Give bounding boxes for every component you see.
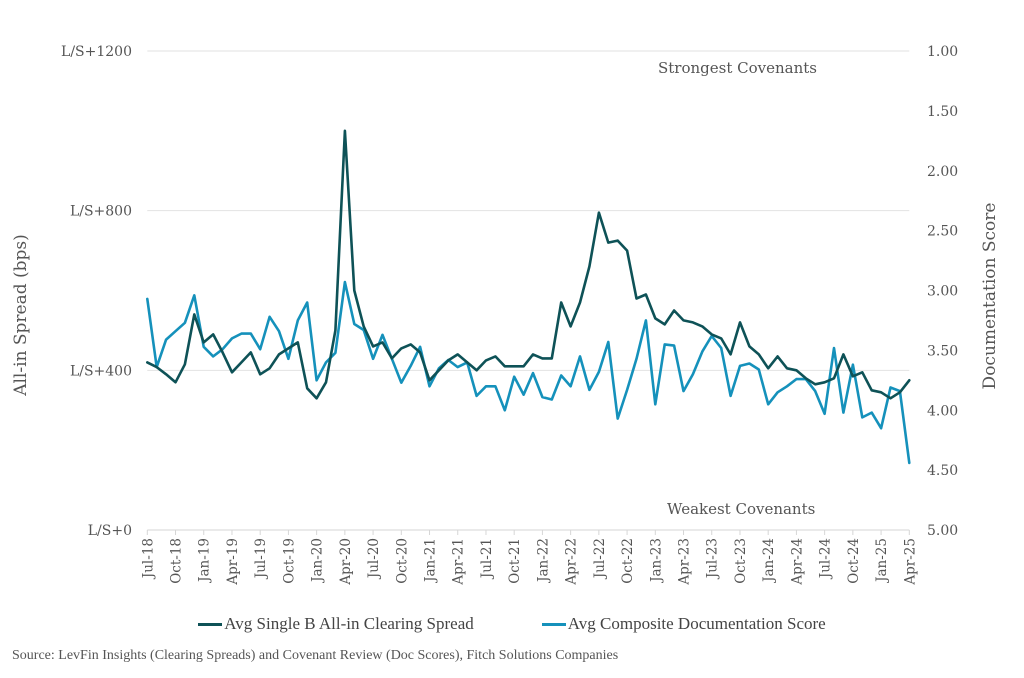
legend: Avg Single B All-in Clearing Spread Avg … <box>0 614 1024 634</box>
annotation-weakest-covenants: Weakest Covenants <box>667 500 815 518</box>
x-tick-label: Jan-24 <box>761 538 777 584</box>
x-tick-label: Jan-25 <box>874 538 890 584</box>
x-tick-label: Apr-21 <box>451 538 467 586</box>
x-tick-label: Apr-20 <box>338 538 354 586</box>
x-tick-label: Jul-20 <box>366 538 382 580</box>
x-tick-label: Apr-22 <box>564 538 580 586</box>
x-tick-label: Oct-20 <box>394 538 410 584</box>
series-line-doc-score <box>146 280 911 465</box>
legend-swatch-spread <box>198 622 223 626</box>
x-tick-label: Apr-24 <box>789 538 805 586</box>
right-axis-title: Documentation Score <box>980 203 1000 390</box>
x-tick-label: Jul-23 <box>705 538 721 580</box>
x-tick-label: Jan-23 <box>648 538 664 584</box>
x-tick-label: Jan-21 <box>423 538 439 584</box>
legend-item-doc-score: Avg Composite Documentation Score <box>541 614 826 634</box>
x-tick-label: Jul-24 <box>818 538 834 580</box>
right-tick-label: 4.00 <box>927 403 958 419</box>
x-tick-label: Apr-19 <box>225 538 241 586</box>
right-tick-label: 5.00 <box>927 523 958 539</box>
source-note: Source: LevFin Insights (Clearing Spread… <box>12 648 619 663</box>
x-tick-label: Jan-20 <box>310 538 326 584</box>
x-tick-label: Oct-21 <box>507 538 523 584</box>
left-tick-label: L/S+400 <box>70 363 132 379</box>
right-tick-label: 4.50 <box>927 463 958 479</box>
left-tick-label: L/S+0 <box>88 523 132 539</box>
gridlines <box>147 50 910 371</box>
x-axis: Jul-18 Oct-18 Jan-19 Apr-19 Jul-19 Oct-19 Jan-… <box>140 529 918 586</box>
legend-swatch-doc-score <box>541 622 566 626</box>
x-tick-label: Jan-19 <box>197 538 213 584</box>
x-tick-label: Apr-25 <box>902 538 918 586</box>
annotation-strongest-covenants: Strongest Covenants <box>658 59 817 77</box>
x-tick-label: Jul-18 <box>140 538 156 580</box>
series-line-spread <box>146 129 911 400</box>
right-tick-label: 1.00 <box>927 44 958 60</box>
x-tick-label: Oct-19 <box>281 538 297 584</box>
x-tick-label: Jul-19 <box>253 538 269 580</box>
x-tick-label: Jul-22 <box>592 538 608 580</box>
left-tick-label: L/S+1200 <box>61 44 132 60</box>
right-axis: 1.00 1.50 2.00 2.50 3.00 3.50 4.00 4.50 5.00 <box>927 44 958 539</box>
legend-label-doc-score: Avg Composite Documentation Score <box>567 614 826 633</box>
right-tick-label: 2.00 <box>927 164 958 180</box>
series-lines <box>146 129 911 465</box>
right-tick-label: 3.00 <box>927 284 958 300</box>
x-tick-label: Apr-23 <box>677 538 693 586</box>
x-tick-label: Jan-22 <box>535 538 551 584</box>
x-tick-label: Oct-22 <box>620 538 636 584</box>
legend-item-spread: Avg Single B All-in Clearing Spread <box>198 614 474 634</box>
left-tick-label: L/S+800 <box>70 204 132 220</box>
x-tick-label: Jul-21 <box>479 538 495 580</box>
right-tick-label: 2.50 <box>927 224 958 240</box>
chart: L/S+0 L/S+400 L/S+800 L/S+1200 1.00 1.50 2.00… <box>11 44 1000 586</box>
right-tick-label: 3.50 <box>927 343 958 359</box>
x-tick-label: Oct-18 <box>169 538 185 584</box>
legend-label-spread: Avg Single B All-in Clearing Spread <box>224 614 474 633</box>
x-tick-label: Oct-24 <box>846 538 862 584</box>
left-axis: L/S+0 L/S+400 L/S+800 L/S+1200 <box>61 44 132 539</box>
x-tick-label: Oct-23 <box>733 538 749 584</box>
right-tick-label: 1.50 <box>927 104 958 120</box>
left-axis-title: All-in Spread (bps) <box>11 234 31 397</box>
